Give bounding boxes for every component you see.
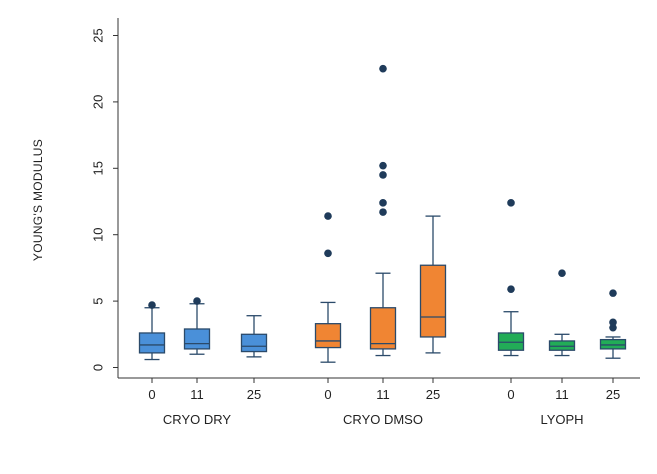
- box-iqr: [548, 340, 576, 351]
- outlier-point: [507, 285, 515, 293]
- y-axis: 0 5 10 15 20 25: [91, 18, 119, 378]
- outlier-point: [609, 289, 617, 297]
- x-tick-label: 11: [190, 387, 204, 402]
- outlier-point: [507, 199, 515, 207]
- y-tick-label: 20: [91, 95, 106, 109]
- box-lyoph-0: [497, 199, 525, 357]
- outlier-point: [379, 199, 387, 207]
- box-iqr: [183, 328, 211, 350]
- box-cryo-dry-25: [240, 315, 268, 358]
- plot-area: [138, 64, 627, 363]
- group-label: CRYO DMSO: [343, 412, 423, 427]
- outlier-point: [379, 161, 387, 170]
- x-tick-label: 25: [426, 387, 440, 402]
- group-label: LYOPH: [540, 412, 583, 427]
- x-tick-label: 0: [324, 387, 331, 402]
- outlier-point: [558, 269, 566, 278]
- box-cryo-dmso-25: [419, 215, 447, 354]
- y-tick-label: 15: [91, 161, 106, 175]
- y-axis-title: YOUNG'S MODULUS: [31, 139, 45, 261]
- x-tick-label: 25: [247, 387, 261, 402]
- outlier-point: [379, 64, 387, 73]
- x-tick-label: 11: [376, 387, 390, 402]
- box-cryo-dry-0: [138, 301, 166, 361]
- outlier-point: [379, 208, 387, 216]
- outlier-point: [324, 212, 332, 220]
- box-iqr: [314, 323, 342, 349]
- group-label: CRYO DRY: [163, 412, 231, 427]
- x-tick-label: 0: [507, 387, 514, 402]
- box-cryo-dmso-11: [369, 64, 397, 357]
- box-cryo-dmso-0: [314, 212, 342, 363]
- y-axis-title-group: YOUNG'S MODULUS: [31, 139, 45, 261]
- y-tick-label: 25: [91, 28, 106, 42]
- box-lyoph-25: [599, 289, 627, 359]
- box-cryo-dry-11: [183, 297, 211, 355]
- box-iqr: [240, 333, 268, 353]
- y-tick-label: 0: [91, 364, 106, 371]
- outlier-point: [379, 171, 387, 179]
- box-iqr: [369, 307, 397, 350]
- x-tick-label: 0: [148, 387, 155, 402]
- y-tick-label: 5: [91, 297, 106, 304]
- outlier-point: [324, 249, 332, 258]
- box-iqr: [419, 264, 447, 338]
- box-iqr: [497, 332, 525, 351]
- outlier-point: [609, 318, 617, 327]
- box-lyoph-11: [548, 269, 576, 357]
- box-iqr: [138, 332, 166, 354]
- x-tick-label: 11: [555, 387, 569, 402]
- outlier-point: [609, 323, 617, 332]
- y-tick-label: 10: [91, 227, 106, 241]
- box-iqr: [599, 338, 627, 350]
- x-tick-label: 25: [606, 387, 620, 402]
- outlier-point: [148, 301, 156, 309]
- outlier-point: [193, 297, 201, 305]
